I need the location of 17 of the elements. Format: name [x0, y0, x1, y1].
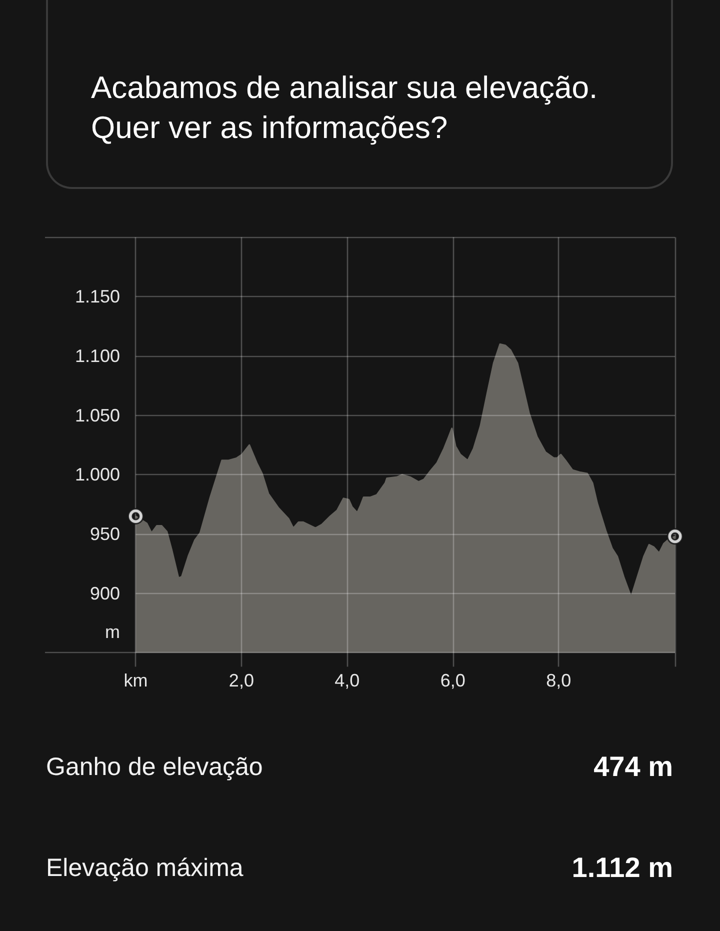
y-axis-title: m: [104, 621, 120, 643]
text: Elevação máxima: [46, 854, 244, 882]
x-tick-label: 6,0: [440, 670, 466, 691]
y-tick-label: 1.150: [74, 286, 120, 307]
text: Ganho de elevação: [46, 752, 263, 782]
text: 1.112 m: [572, 852, 673, 884]
y-tick-label: 900: [90, 583, 120, 604]
text: 474 m: [594, 751, 673, 783]
y-tick-label: 1.000: [74, 464, 120, 485]
y-tick-label: 1.050: [74, 405, 120, 426]
y-tick-label: 1.100: [74, 346, 120, 366]
x-tick-label: 2,0: [228, 670, 254, 691]
y-tick-label: 950: [90, 524, 120, 544]
chart-title: Acabamos de analisar sua elevação. Quer ver as informações?: [91, 69, 599, 147]
x-tick-label: km: [124, 670, 148, 691]
x-tick-label: 8,0: [546, 670, 572, 691]
x-tick-label: 4,0: [334, 670, 360, 691]
